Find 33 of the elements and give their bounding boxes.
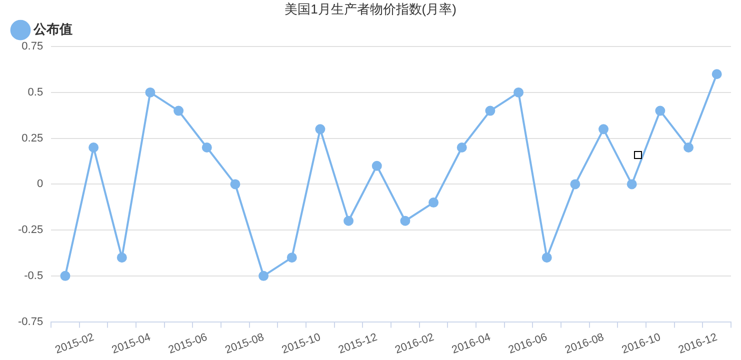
point	[174, 106, 184, 116]
point	[88, 142, 99, 153]
point	[145, 87, 156, 98]
point	[626, 179, 637, 190]
y-tick-label: 0.75	[22, 40, 44, 53]
point	[202, 142, 212, 153]
point	[514, 87, 524, 98]
point	[286, 252, 297, 263]
point	[570, 179, 580, 190]
point	[655, 106, 666, 116]
point	[428, 198, 439, 208]
point	[598, 124, 609, 134]
point	[485, 106, 496, 116]
point	[400, 216, 410, 226]
point	[230, 179, 240, 190]
point	[542, 252, 552, 263]
point	[344, 216, 354, 226]
y-tick-label: 0	[36, 178, 44, 190]
y-tick-label: -0.25	[18, 224, 44, 236]
point	[456, 142, 467, 153]
point	[116, 252, 127, 263]
y-tick-label: 0.5	[28, 86, 44, 98]
chart-title: 美国1月生产者物价指数(月率)	[284, 1, 456, 16]
y-tick-label: -0.75	[18, 316, 44, 328]
point	[372, 160, 382, 171]
point	[712, 69, 722, 80]
legend-label: 公布值	[32, 22, 72, 37]
y-tick-label: -0.5	[24, 270, 44, 282]
point	[60, 270, 70, 281]
point	[258, 270, 269, 281]
y-tick-label: 0.25	[22, 132, 44, 144]
point	[315, 124, 326, 134]
point	[684, 142, 694, 153]
